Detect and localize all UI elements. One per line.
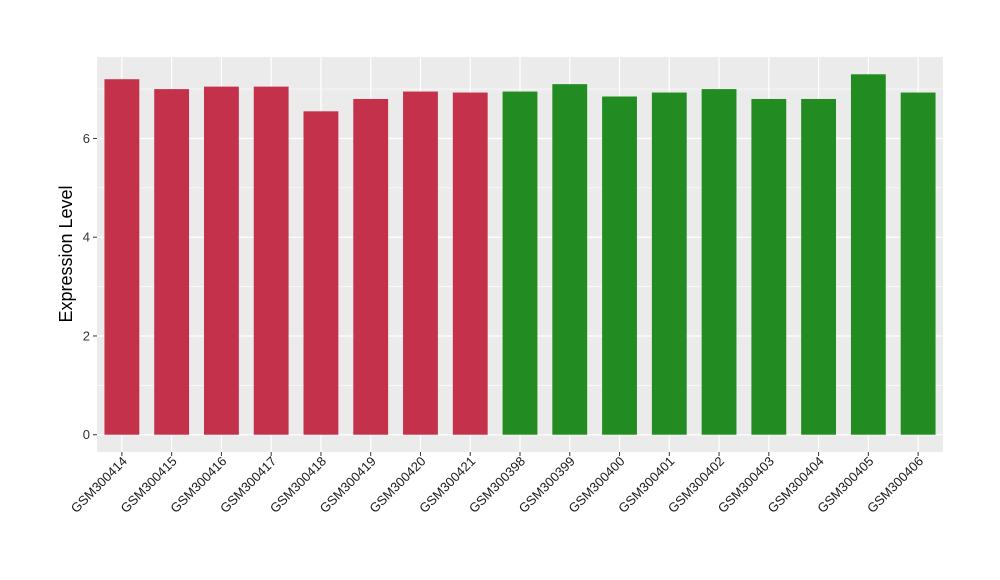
bar-GSM300406 bbox=[900, 92, 936, 435]
bar-GSM300414 bbox=[104, 79, 140, 435]
y-tick-label: 4 bbox=[83, 230, 90, 245]
bar-GSM300398 bbox=[502, 91, 538, 435]
bar-GSM300420 bbox=[403, 91, 438, 435]
y-tick-label: 0 bbox=[83, 427, 90, 442]
bar-GSM300401 bbox=[651, 92, 687, 435]
bar-GSM300400 bbox=[602, 96, 637, 435]
bar-GSM300405 bbox=[850, 74, 886, 435]
bar-GSM300402 bbox=[701, 89, 737, 435]
bar-GSM300403 bbox=[751, 98, 787, 435]
bar-GSM300399 bbox=[552, 84, 588, 435]
bar-GSM300421 bbox=[452, 92, 488, 435]
bar-GSM300416 bbox=[203, 86, 239, 435]
bar-GSM300418 bbox=[303, 111, 339, 435]
bar-GSM300417 bbox=[253, 86, 289, 435]
y-axis: 0 2 4 6 bbox=[83, 131, 97, 442]
y-axis-title: Expression Level bbox=[56, 185, 76, 322]
bar-GSM300419 bbox=[353, 98, 389, 435]
y-tick-label: 6 bbox=[83, 131, 90, 146]
bars bbox=[104, 74, 936, 435]
x-axis: GSM300414GSM300415GSM300416GSM300417GSM3… bbox=[68, 452, 926, 516]
bar-GSM300404 bbox=[801, 98, 837, 435]
bar-GSM300415 bbox=[154, 89, 190, 435]
y-tick-label: 2 bbox=[83, 328, 90, 343]
